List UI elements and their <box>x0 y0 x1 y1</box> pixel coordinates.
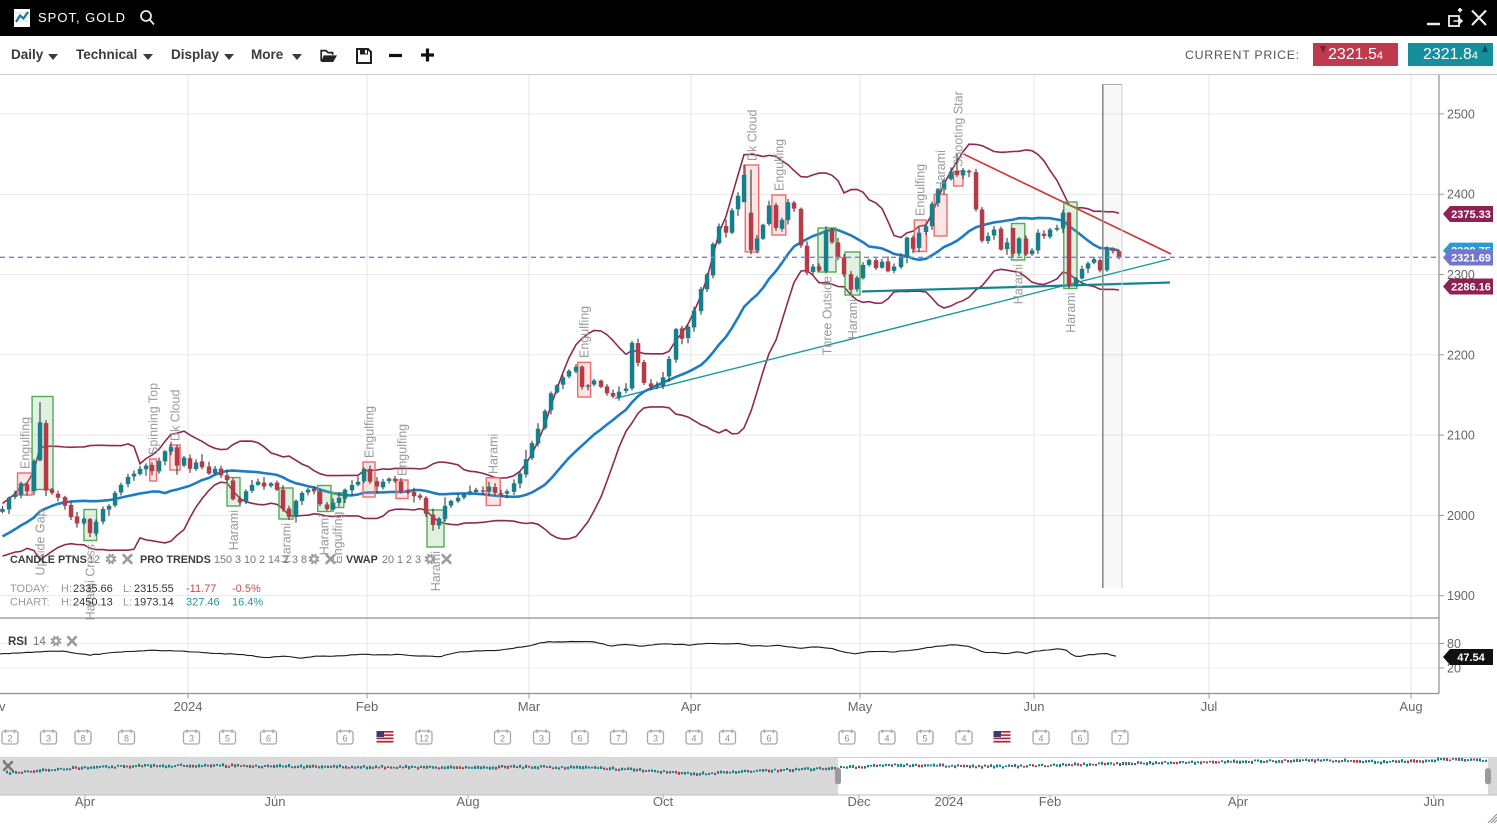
svg-text:6: 6 <box>577 734 582 744</box>
svg-text:2024: 2024 <box>935 794 964 809</box>
svg-text::: : <box>338 554 341 566</box>
svg-text:Mar: Mar <box>518 699 541 714</box>
svg-text:3: 3 <box>189 734 194 744</box>
svg-text:2200: 2200 <box>1447 348 1475 362</box>
svg-text:Harami: Harami <box>318 515 332 555</box>
svg-text:6: 6 <box>1077 734 1082 744</box>
svg-text:7: 7 <box>616 734 621 744</box>
svg-text:Nov: Nov <box>0 699 6 714</box>
svg-text:Apr: Apr <box>1228 794 1249 809</box>
svg-text:CHART:: CHART: <box>10 597 50 609</box>
svg-text:PRO TRENDS: PRO TRENDS <box>140 554 211 566</box>
svg-text:Engulfing: Engulfing <box>19 417 33 469</box>
svg-text:Engulfing: Engulfing <box>331 511 345 563</box>
svg-text:Jun: Jun <box>1024 699 1045 714</box>
svg-text:6: 6 <box>844 734 849 744</box>
svg-text:2100: 2100 <box>1447 429 1475 443</box>
svg-text:3: 3 <box>46 734 51 744</box>
svg-text:L:: L: <box>123 583 132 595</box>
svg-text:Jun: Jun <box>1424 794 1445 809</box>
svg-text:12: 12 <box>88 554 100 566</box>
svg-text:2024: 2024 <box>174 699 203 714</box>
svg-text:6: 6 <box>766 734 771 744</box>
svg-text:2400: 2400 <box>1447 188 1475 202</box>
svg-text:-0.5%: -0.5% <box>232 583 261 595</box>
svg-text:Three Outside: Three Outside <box>821 276 835 355</box>
svg-text:20 1 2 3: 20 1 2 3 <box>382 554 421 566</box>
svg-text:8: 8 <box>124 734 129 744</box>
svg-text:Harami: Harami <box>487 434 501 474</box>
svg-text:Aug: Aug <box>456 794 479 809</box>
svg-text:1973.14: 1973.14 <box>134 597 174 609</box>
svg-text:Engulfing: Engulfing <box>363 406 377 458</box>
svg-text:Harami: Harami <box>846 299 860 339</box>
svg-text:2321.69: 2321.69 <box>1451 253 1491 265</box>
svg-text:CANDLE PTNS: CANDLE PTNS <box>10 554 87 566</box>
svg-text:L:: L: <box>123 597 132 609</box>
svg-text:Harami: Harami <box>1064 293 1078 333</box>
svg-text:Upside Gap: Upside Gap <box>34 509 48 575</box>
svg-text:3: 3 <box>539 734 544 744</box>
svg-text:Dk Cloud: Dk Cloud <box>169 390 183 441</box>
svg-text:Dec: Dec <box>847 794 871 809</box>
svg-text:5: 5 <box>225 734 230 744</box>
svg-text:6: 6 <box>342 734 347 744</box>
svg-text:Engulfing: Engulfing <box>772 139 786 191</box>
svg-text:Shooting Star: Shooting Star <box>952 91 966 167</box>
svg-text:Apr: Apr <box>75 794 96 809</box>
svg-text:Aug: Aug <box>1399 699 1422 714</box>
svg-text:80: 80 <box>1447 637 1461 651</box>
svg-text:Oct: Oct <box>653 794 674 809</box>
svg-text:Engulfing: Engulfing <box>578 306 592 358</box>
svg-text:Harami: Harami <box>1012 264 1026 304</box>
svg-text:16.4%: 16.4% <box>232 597 263 609</box>
svg-text:Engulfing: Engulfing <box>396 424 410 476</box>
svg-text:Harami: Harami <box>280 523 294 563</box>
svg-text:5: 5 <box>922 734 927 744</box>
svg-text:Apr: Apr <box>681 699 702 714</box>
svg-text:2000: 2000 <box>1447 509 1475 523</box>
svg-text:47.54: 47.54 <box>1457 652 1485 664</box>
svg-text:2375.33: 2375.33 <box>1451 209 1491 221</box>
svg-text:VWAP: VWAP <box>346 554 378 566</box>
svg-text:Engulfing: Engulfing <box>914 164 928 216</box>
svg-text:4: 4 <box>1038 734 1043 744</box>
svg-text:3: 3 <box>653 734 658 744</box>
svg-text:4: 4 <box>961 734 966 744</box>
svg-text:2286.16: 2286.16 <box>1451 282 1491 294</box>
svg-text:12: 12 <box>419 734 429 744</box>
svg-text:2: 2 <box>7 734 12 744</box>
svg-text:H:: H: <box>61 597 72 609</box>
svg-text:4: 4 <box>884 734 889 744</box>
svg-text:-11.77: -11.77 <box>186 583 216 595</box>
svg-text:Spinning Top: Spinning Top <box>147 383 161 455</box>
svg-text:1900: 1900 <box>1447 589 1475 603</box>
svg-text:RSI: RSI <box>8 636 27 648</box>
svg-text:2500: 2500 <box>1447 107 1475 121</box>
svg-text:Feb: Feb <box>1039 794 1061 809</box>
svg-text:150 3 10 2 14 2 3 8: 150 3 10 2 14 2 3 8 <box>214 554 307 566</box>
svg-text:Harami: Harami <box>934 150 948 190</box>
svg-text:TODAY:: TODAY: <box>10 583 49 595</box>
svg-text:H:: H: <box>61 583 72 595</box>
svg-text:4: 4 <box>725 734 730 744</box>
svg-text:Feb: Feb <box>356 699 378 714</box>
svg-text:8: 8 <box>80 734 85 744</box>
svg-text:6: 6 <box>266 734 271 744</box>
svg-text:May: May <box>848 699 873 714</box>
svg-text:4: 4 <box>691 734 696 744</box>
svg-text:2335.66: 2335.66 <box>73 583 113 595</box>
svg-text:Jun: Jun <box>265 794 286 809</box>
svg-text:Dk Cloud: Dk Cloud <box>746 110 760 161</box>
svg-text:Jul: Jul <box>1201 699 1218 714</box>
svg-text:2315.55: 2315.55 <box>134 583 174 595</box>
svg-text:14: 14 <box>33 636 46 648</box>
svg-text:Harami Cross: Harami Cross <box>84 544 98 620</box>
svg-text:2: 2 <box>500 734 505 744</box>
svg-text:2450.13: 2450.13 <box>73 597 113 609</box>
svg-text:7: 7 <box>1117 734 1122 744</box>
svg-text:327.46: 327.46 <box>186 597 220 609</box>
svg-text:Harami: Harami <box>227 510 241 550</box>
